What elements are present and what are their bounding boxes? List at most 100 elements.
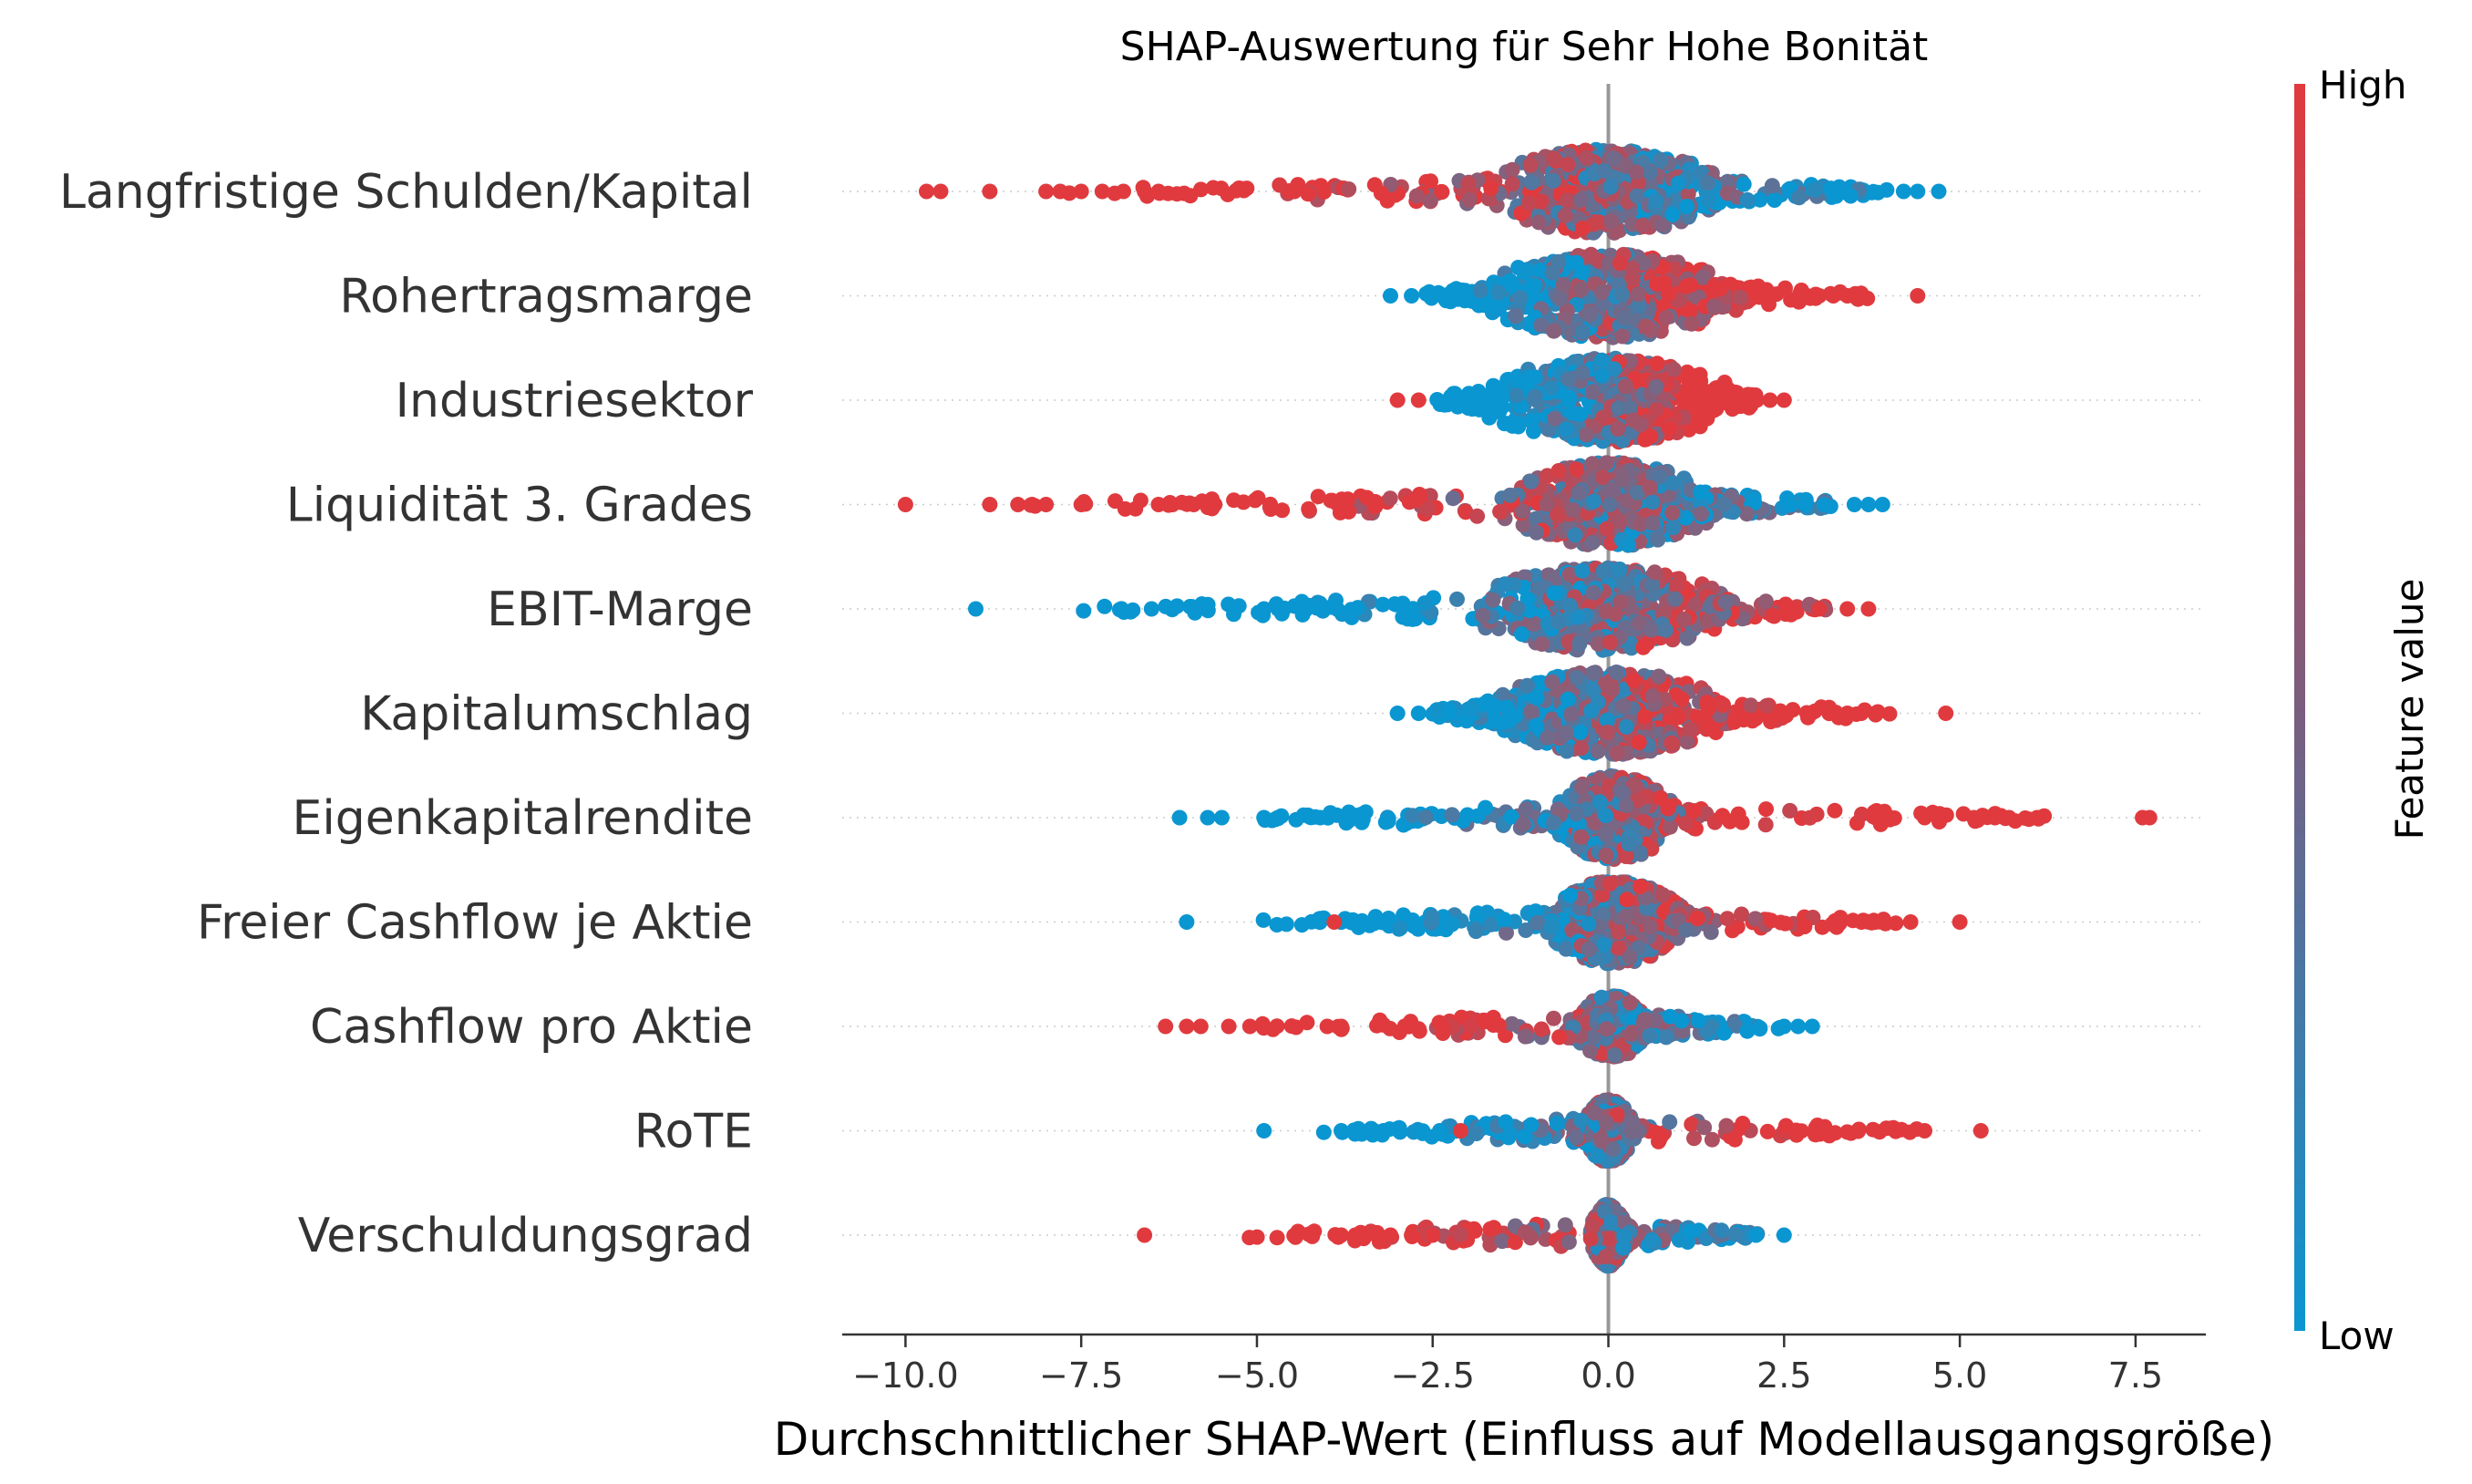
shap-point [1584,384,1601,400]
shap-point [1786,603,1802,620]
shap-point [1636,708,1653,725]
shap-point [1367,499,1384,515]
shap-point [1739,191,1756,208]
shap-point [1602,497,1618,513]
shap-point [1663,735,1680,751]
shap-point [1150,183,1167,200]
shap-point [1514,626,1530,643]
chart-title: SHAP-Auswertung für Sehr Hohe Bonität [1120,24,1929,70]
shap-point [1389,392,1406,408]
shap-point [1630,286,1646,303]
shap-point [1499,699,1515,716]
shap-point [1797,287,1814,304]
shap-point [1137,183,1153,200]
shap-point [1763,714,1779,730]
shap-point [1497,576,1513,593]
shap-point [1038,183,1055,200]
shap-point [1504,176,1520,192]
shap-point [1340,809,1356,826]
shap-point [1073,183,1089,200]
shap-point [1416,595,1433,612]
shap-point [1761,296,1777,313]
shap-point [1256,809,1272,826]
shap-point [1874,497,1890,512]
shap-point [1717,594,1734,610]
shap-point [1738,506,1755,522]
shap-point [1509,387,1525,404]
shap-point [1612,255,1628,272]
shap-point [1312,809,1328,826]
shap-point [1616,576,1633,593]
shap-point [1736,176,1752,192]
shap-point [1677,815,1694,831]
feature-row-points [1389,665,1954,762]
shap-point [1650,531,1666,548]
shap-point [1625,673,1642,688]
shap-point [1171,809,1188,826]
shap-point [1683,277,1699,294]
shap-point [1578,427,1594,443]
shap-point [1846,497,1862,512]
shap-point [1839,601,1856,617]
shap-point [1568,806,1584,822]
shap-point [1563,706,1580,722]
shap-point [1683,721,1699,737]
shap-point [1653,152,1669,169]
shap-point [1585,584,1602,601]
shap-point [1631,297,1647,314]
shap-point [1591,794,1608,810]
shap-point [1654,217,1671,233]
shap-point [1573,829,1590,845]
shap-point [1213,180,1230,197]
shap-point [968,601,984,617]
shap-point [1483,180,1499,196]
shap-point [1182,188,1199,204]
shap-point [1485,592,1501,608]
shap-point [2001,809,2017,826]
shap-point [1545,815,1561,831]
shap-point [1550,463,1567,479]
shap-point [1405,808,1421,824]
shap-point [1423,173,1438,190]
shap-point [1502,487,1519,503]
shap-point [1528,717,1544,734]
shap-point [1675,394,1692,410]
shap-point [1910,288,1926,304]
shap-point [1618,718,1634,735]
shap-point [1766,192,1783,208]
shap-point [1445,490,1461,507]
shap-point [1586,493,1602,510]
shap-point [1449,591,1465,607]
shap-point [1694,506,1709,522]
shap-point [1038,497,1055,512]
feature-row-points [1383,246,1926,345]
shap-point [1341,181,1357,197]
shap-point [1569,254,1584,271]
shap-point [1651,668,1667,685]
shap-point [1599,724,1615,740]
shap-point [1599,520,1615,537]
shap-point [1132,492,1148,509]
shap-point [1527,277,1543,294]
shap-point [1571,635,1588,652]
shap-point [1757,817,1774,833]
shap-point [1595,563,1612,579]
shap-point [1583,703,1600,719]
shap-point [1422,192,1438,209]
shap-point [1581,306,1598,323]
shap-point [1164,602,1180,618]
shap-point [1764,178,1780,194]
shap-point [1746,491,1762,508]
shap-point [1200,809,1216,826]
shap-point [1534,636,1550,652]
shap-point [1186,497,1202,512]
shap-point [1182,599,1199,614]
shap-point [1417,809,1434,826]
feature-row-points [1171,768,2158,867]
shap-point [1643,428,1659,445]
shap-point [1598,826,1614,842]
shap-point [1388,596,1405,613]
shap-point [1564,405,1581,421]
shap-point [1545,172,1561,189]
shap-point [1508,308,1524,324]
